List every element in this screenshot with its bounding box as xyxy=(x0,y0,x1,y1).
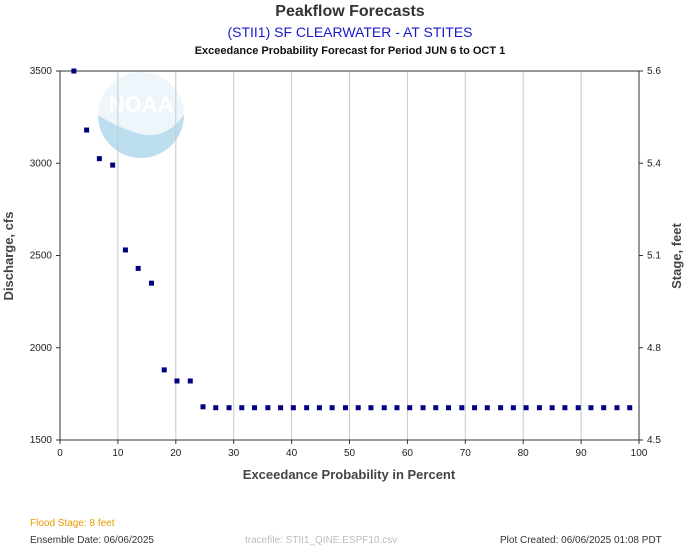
x-tick-label: 0 xyxy=(57,448,63,459)
y2-axis-label: Stage, feet xyxy=(669,222,684,288)
data-point xyxy=(148,280,154,286)
data-point xyxy=(200,404,206,410)
data-point xyxy=(342,405,348,411)
data-point xyxy=(472,405,478,411)
data-point xyxy=(433,405,439,411)
data-point xyxy=(459,405,465,411)
x-tick-label: 30 xyxy=(228,448,240,459)
data-point xyxy=(549,405,555,411)
data-point xyxy=(407,405,413,411)
grid-lines xyxy=(117,71,582,440)
y2-tick-label: 4.5 xyxy=(647,435,661,446)
x-axis-label: Exceedance Probability in Percent xyxy=(243,467,456,482)
noaa-logo-text: NOAA xyxy=(109,92,174,117)
data-point xyxy=(316,405,322,411)
data-point xyxy=(110,162,116,168)
x-axis-ticks: 0 10 20 30 40 50 60 70 80 90 100 xyxy=(57,440,648,459)
data-point xyxy=(226,405,232,411)
data-point xyxy=(562,405,568,411)
plot-created-date: Plot Created: 06/06/2025 01:08 PDT xyxy=(500,535,662,546)
data-point xyxy=(355,405,361,411)
x-tick-label: 80 xyxy=(518,448,530,459)
noaa-logo: NOAA xyxy=(98,72,184,158)
y-axis-ticks: 1500 2000 2500 3000 3500 xyxy=(30,66,60,446)
y2-axis-ticks: 4.5 4.8 5.1 5.4 5.6 xyxy=(639,66,661,446)
chart-title: Peakflow Forecasts xyxy=(275,3,425,20)
y-tick-label: 3000 xyxy=(30,158,53,169)
y-tick-label: 2000 xyxy=(30,343,53,354)
x-tick-label: 100 xyxy=(631,448,648,459)
tracefile-name: tracefile: STII1_QINE.ESPF10.csv xyxy=(245,535,398,546)
data-point xyxy=(446,405,452,411)
x-tick-label: 90 xyxy=(576,448,588,459)
flood-stage-note: Flood Stage: 8 feet xyxy=(30,518,115,529)
data-point xyxy=(96,156,102,162)
x-tick-label: 10 xyxy=(112,448,124,459)
x-tick-label: 40 xyxy=(286,448,298,459)
data-point xyxy=(304,405,310,411)
station-subtitle: (STII1) SF CLEARWATER - AT STITES xyxy=(227,24,473,40)
data-point xyxy=(510,405,516,411)
data-point xyxy=(588,405,594,411)
y-tick-label: 1500 xyxy=(30,435,53,446)
data-point xyxy=(161,367,167,373)
data-point xyxy=(523,405,529,411)
x-tick-label: 20 xyxy=(170,448,182,459)
data-point xyxy=(614,405,620,411)
y2-tick-label: 5.6 xyxy=(647,66,661,77)
data-point xyxy=(394,405,400,411)
data-point xyxy=(498,405,504,411)
x-tick-label: 50 xyxy=(344,448,356,459)
data-point xyxy=(135,265,141,271)
data-point xyxy=(601,405,607,411)
data-point xyxy=(71,68,77,74)
data-point xyxy=(252,405,258,411)
y-tick-label: 2500 xyxy=(30,251,53,262)
data-point xyxy=(575,405,581,411)
y2-tick-label: 5.4 xyxy=(647,158,661,169)
data-point xyxy=(329,405,335,411)
data-point xyxy=(290,405,296,411)
data-point xyxy=(265,405,271,411)
data-point xyxy=(484,405,490,411)
data-point xyxy=(187,378,193,384)
x-tick-label: 60 xyxy=(402,448,414,459)
data-point xyxy=(420,405,426,411)
data-point xyxy=(627,405,633,411)
data-point xyxy=(381,405,387,411)
ensemble-date: Ensemble Date: 06/06/2025 xyxy=(30,535,154,546)
data-points xyxy=(71,68,633,411)
x-tick-label: 70 xyxy=(460,448,472,459)
y2-tick-label: 4.8 xyxy=(647,343,661,354)
data-point xyxy=(213,405,219,411)
data-point xyxy=(278,405,284,411)
data-point xyxy=(174,378,180,384)
y-axis-label: Discharge, cfs xyxy=(1,212,16,301)
y-tick-label: 3500 xyxy=(30,66,53,77)
y2-tick-label: 5.1 xyxy=(647,251,661,262)
forecast-period-description: Exceedance Probability Forecast for Peri… xyxy=(194,45,506,57)
data-point xyxy=(368,405,374,411)
data-point xyxy=(239,405,245,411)
data-point xyxy=(84,127,90,133)
data-point xyxy=(536,405,542,411)
data-point xyxy=(122,247,128,253)
